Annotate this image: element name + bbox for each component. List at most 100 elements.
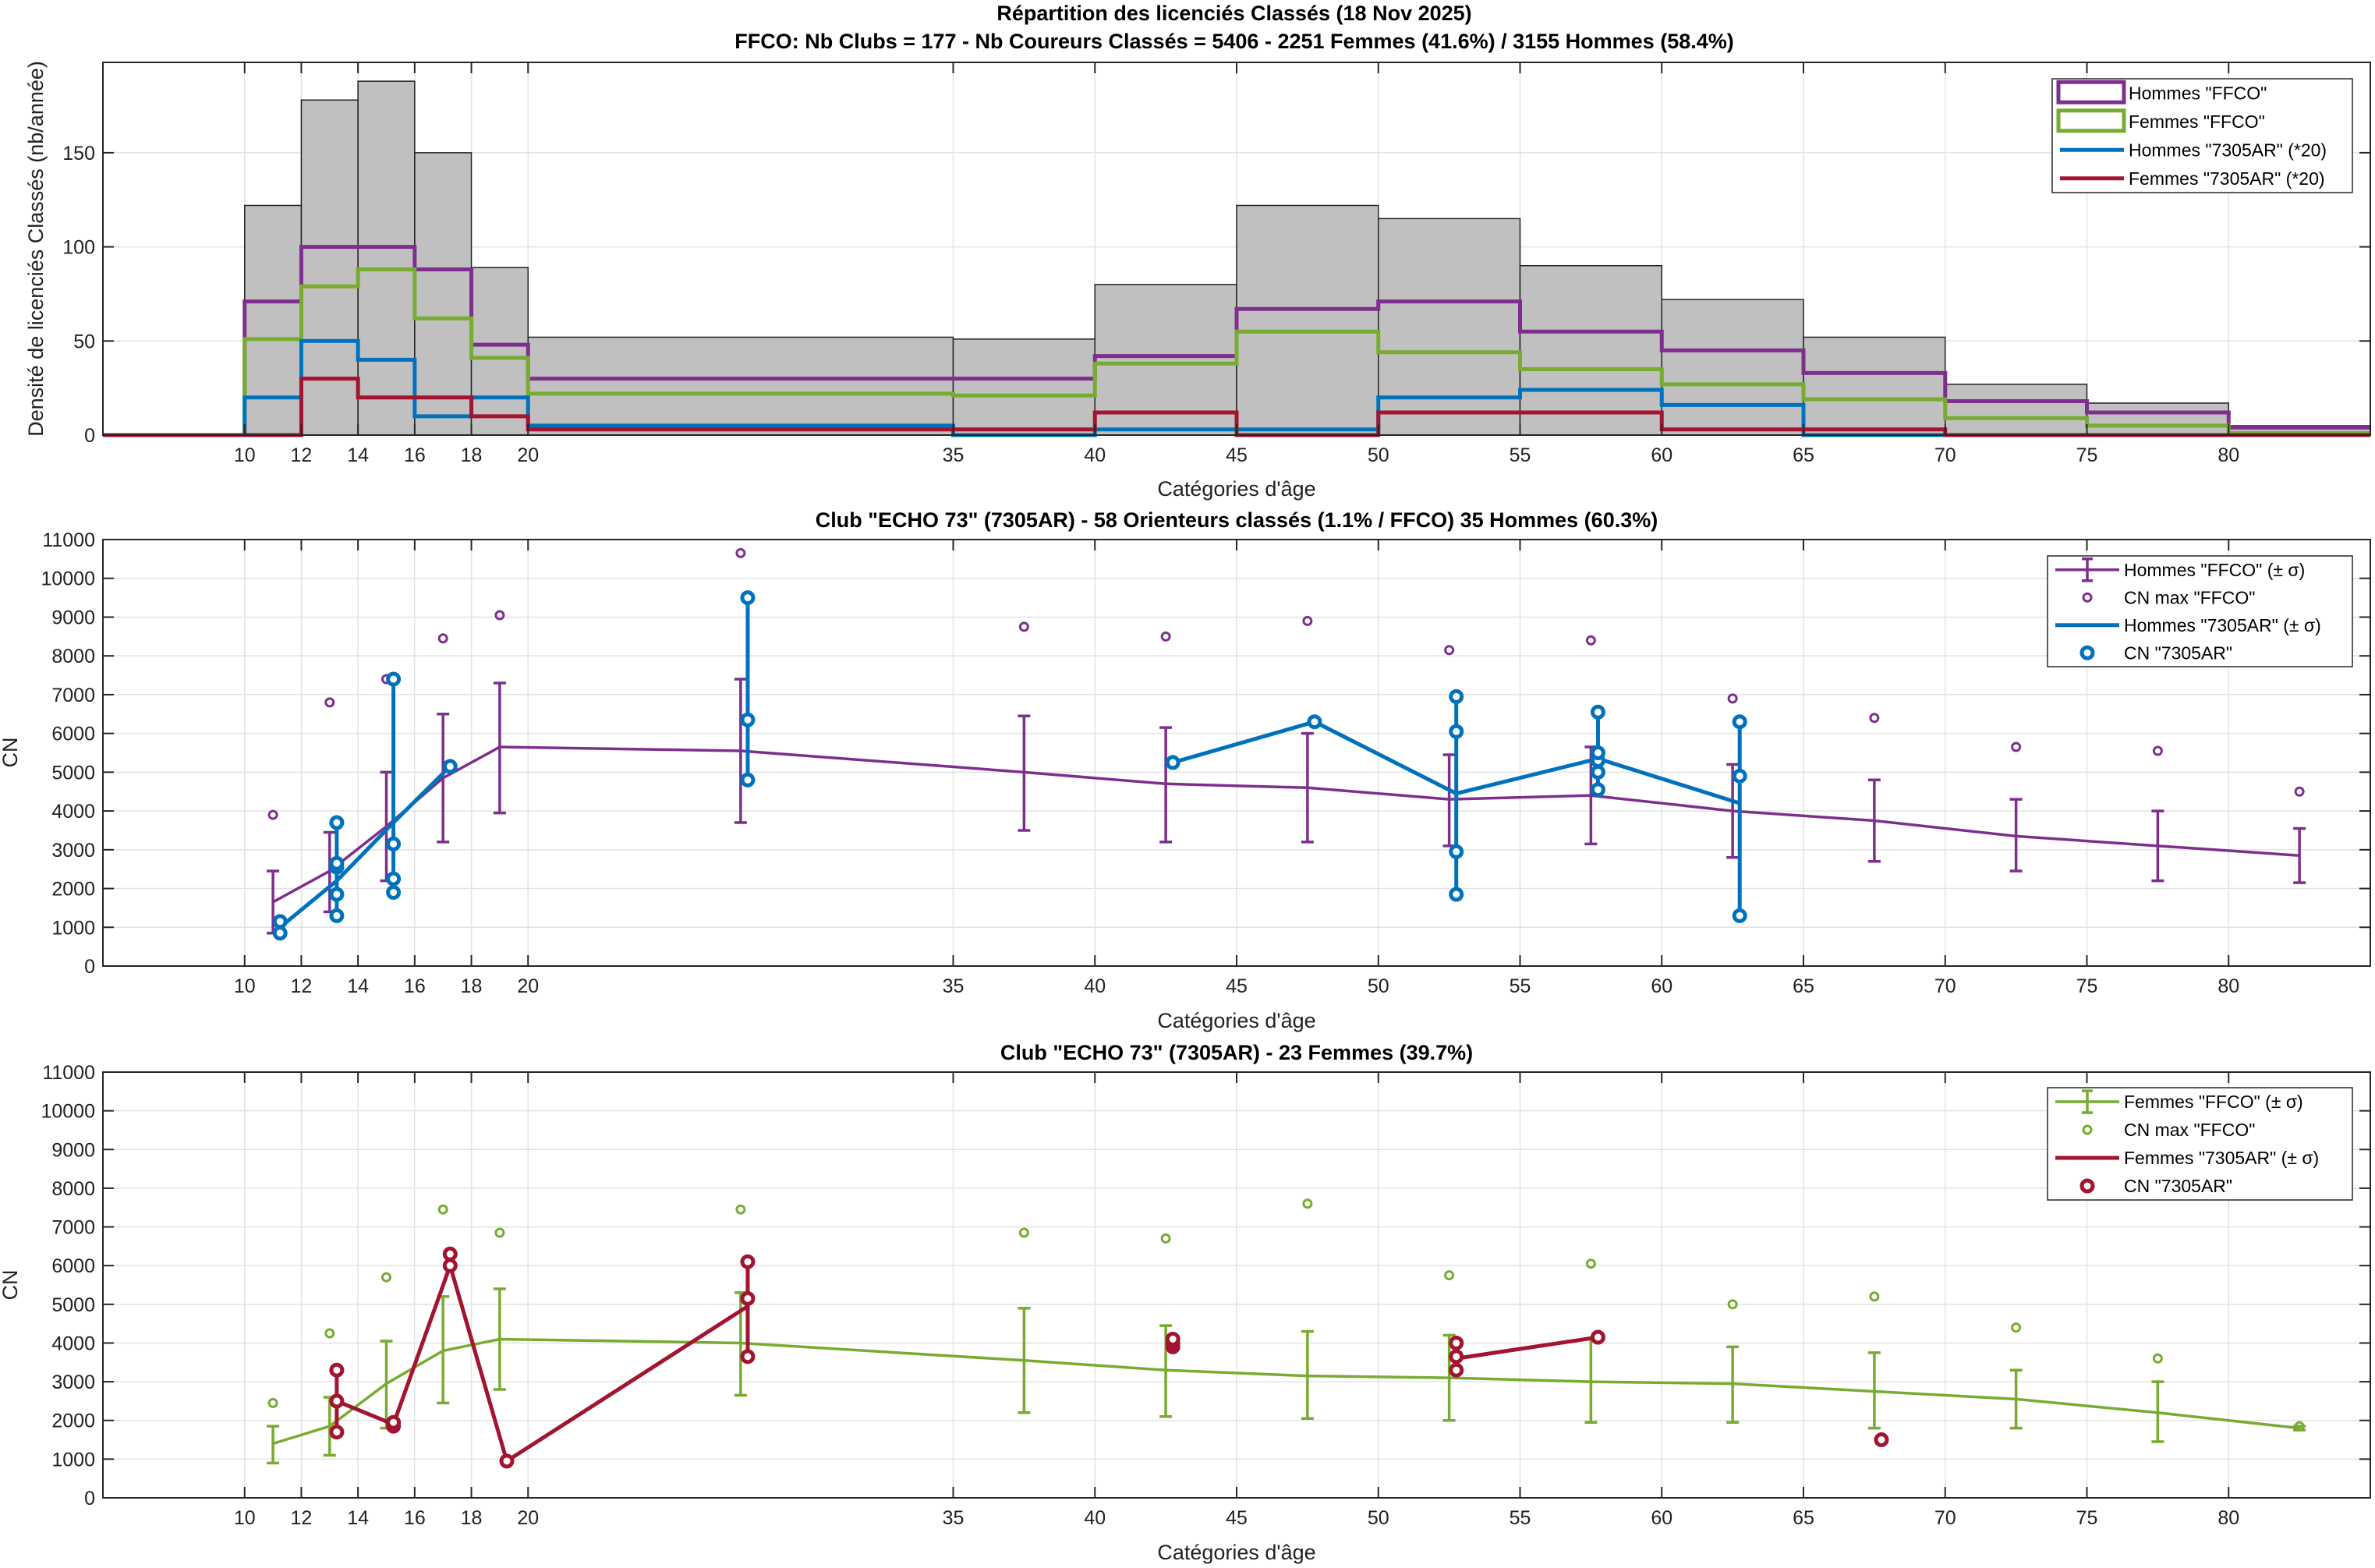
x-tick-label: 45	[1226, 1507, 1248, 1529]
cn-max-marker	[437, 633, 448, 644]
chart-2-title: Club "ECHO 73" (7305AR) - 58 Orienteurs …	[816, 508, 1658, 532]
x-tick-label: 70	[1934, 1507, 1956, 1529]
cn-point-marker	[740, 1349, 756, 1364]
chart-3-ylabel: CN	[0, 1270, 22, 1301]
cn-point-marker	[272, 926, 288, 941]
y-tick-label: 9000	[51, 1139, 95, 1161]
legend-label: CN max "FFCO"	[2124, 1120, 2255, 1140]
histogram-bar-total	[2086, 402, 2229, 436]
cn-point-marker	[1590, 764, 1605, 780]
x-tick-label: 65	[1793, 1507, 1814, 1529]
cn-point-marker	[1590, 745, 1605, 760]
x-tick-label: 10	[234, 1507, 256, 1529]
cn-point-marker	[740, 772, 756, 788]
cn-point-marker	[1449, 887, 1464, 902]
x-tick-label: 75	[2076, 975, 2098, 997]
legend-label: Hommes "7305AR" (*20)	[2129, 140, 2327, 160]
cn-max-marker	[735, 1204, 746, 1215]
x-tick-label: 12	[291, 1507, 313, 1529]
cn-point-marker	[272, 914, 288, 929]
y-tick-label: 3000	[51, 840, 95, 862]
cn-max-marker	[1869, 1291, 1880, 1302]
y-tick-label: 50	[73, 331, 95, 352]
cn-max-marker	[2294, 786, 2305, 797]
chart-3: 10 12 14 16 18 20 35 40 45 50 55 60 65 70 75 80 0 1000 200…	[41, 1062, 2371, 1529]
y-tick-label: 6000	[51, 724, 95, 745]
histogram-bar-total	[244, 204, 303, 436]
x-tick-label: 45	[1226, 975, 1248, 997]
cn-max-marker	[1444, 1270, 1455, 1281]
cn-max-marker	[1302, 615, 1313, 626]
y-tick-label: 0	[84, 1488, 95, 1510]
x-tick-label: 75	[2076, 1507, 2098, 1529]
histogram-stairs-series-2	[103, 267, 2370, 437]
cn-max-marker	[381, 1272, 391, 1283]
x-tick-label: 80	[2217, 444, 2239, 466]
y-tick-label: 4000	[51, 801, 95, 823]
legend-swatch-box	[2056, 80, 2126, 104]
cn-max-marker	[1160, 631, 1171, 642]
legend-label: Femmes "FFCO"	[2129, 111, 2265, 132]
cn-point-marker	[329, 855, 345, 871]
legend: Hommes "FFCO" (± σ) CN max "FFCO" Hommes "…	[2047, 555, 2353, 667]
cn-point-marker	[1449, 1362, 1464, 1378]
chart-1-ylabel: Densité de licenciés Classés (nb/année)	[24, 61, 48, 437]
y-tick-label: 11000	[42, 529, 95, 551]
y-tick-label: 11000	[42, 1062, 95, 1084]
cn-point-marker	[386, 671, 402, 687]
x-tick-label: 14	[347, 975, 369, 997]
x-tick-label: 70	[1934, 975, 1956, 997]
x-tick-label: 14	[347, 444, 369, 466]
cn-point-marker	[1449, 1335, 1464, 1350]
histogram-stairs-series-4	[103, 377, 2370, 437]
x-tick-label: 16	[404, 444, 426, 466]
x-tick-label: 12	[291, 444, 313, 466]
x-tick-label: 35	[943, 975, 965, 997]
cn-point-marker	[1449, 724, 1464, 739]
cn-max-marker	[1018, 621, 1029, 632]
histogram-bar-total	[1803, 336, 1946, 436]
histogram-bar-total	[1661, 299, 1804, 436]
cn-max-marker	[2294, 1421, 2305, 1432]
cn-point-marker	[1449, 844, 1464, 859]
cn-point-marker	[1874, 1432, 1889, 1448]
cn-point-marker	[740, 1254, 756, 1269]
x-tick-label: 16	[404, 1507, 426, 1529]
x-tick-label: 16	[404, 975, 426, 997]
x-tick-label: 18	[461, 1507, 483, 1529]
histogram-bar-total	[1378, 218, 1521, 436]
cn-point-marker	[1165, 1331, 1180, 1347]
legend-label: CN max "FFCO"	[2124, 587, 2255, 607]
cn-point-marker	[386, 885, 402, 901]
x-tick-label: 12	[291, 975, 313, 997]
chart-2: 10 12 14 16 18 20 35 40 45 50 55 60 65 70 75 80 0 1000 200…	[41, 529, 2371, 997]
cn-max-marker	[1018, 1227, 1029, 1238]
cn-max-marker	[1302, 1198, 1313, 1209]
x-tick-label: 80	[2217, 1507, 2239, 1529]
legend-label: CN "7305AR"	[2124, 642, 2232, 663]
y-tick-label: 9000	[51, 607, 95, 628]
cn-point-marker	[740, 712, 756, 727]
histogram-bar-total	[527, 336, 954, 436]
x-tick-label: 50	[1368, 444, 1389, 466]
y-tick-label: 100	[62, 237, 95, 259]
legend-box	[2047, 1087, 2353, 1201]
histogram-bar-total	[414, 152, 473, 436]
cn-max-marker	[494, 610, 505, 621]
y-tick-label: 2000	[51, 879, 95, 901]
y-tick-label: 1000	[51, 1449, 95, 1471]
legend-label: CN "7305AR"	[2124, 1176, 2232, 1196]
legend-label: Femmes "7305AR" (± σ)	[2124, 1148, 2319, 1168]
cn-point-marker	[386, 1414, 402, 1430]
x-tick-label: 65	[1793, 444, 1814, 466]
x-tick-label: 18	[461, 444, 483, 466]
cn-point-marker	[329, 908, 345, 923]
cn-point-marker	[740, 590, 756, 606]
cn-point-marker	[329, 1425, 345, 1440]
cn-max-marker	[324, 1328, 335, 1339]
cn-max-marker	[1869, 713, 1880, 724]
y-tick-label: 150	[62, 143, 95, 165]
cn-max-marker	[267, 809, 278, 820]
cn-point-marker	[442, 1246, 458, 1262]
chart-2-xlabel: Catégories d'âge	[1157, 1009, 1315, 1032]
